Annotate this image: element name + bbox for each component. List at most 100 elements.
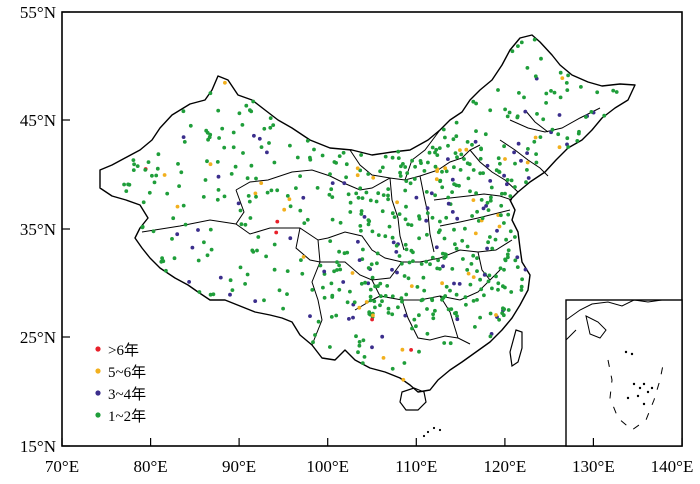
station-dot	[305, 217, 310, 222]
lon-tick-label: 130°E	[572, 457, 615, 476]
station-dot	[332, 269, 336, 274]
station-dot	[330, 217, 335, 222]
station-dot	[412, 317, 417, 322]
station-dot	[249, 109, 254, 114]
station-dot	[403, 188, 408, 193]
station-dot	[433, 308, 437, 313]
station-dot	[409, 284, 414, 288]
station-dot	[502, 173, 506, 178]
station-dot	[359, 153, 363, 157]
station-dot	[508, 229, 513, 234]
station-dot	[402, 274, 407, 278]
station-dot	[383, 294, 388, 298]
station-dot	[341, 150, 346, 155]
station-dot	[452, 165, 456, 170]
station-dot	[444, 215, 449, 220]
station-dot	[533, 74, 538, 79]
station-dot	[175, 232, 180, 237]
station-dot	[488, 108, 493, 113]
station-dot	[403, 313, 408, 318]
station-dot	[522, 95, 526, 100]
station-dot	[375, 261, 379, 266]
station-dot	[320, 153, 325, 158]
station-dot	[465, 268, 470, 272]
station-dot	[465, 140, 470, 144]
station-dot	[557, 145, 562, 150]
station-dot	[237, 111, 242, 116]
station-dot	[473, 139, 478, 144]
station-dot	[482, 293, 486, 298]
station-dot	[430, 215, 435, 220]
station-dot	[366, 172, 371, 176]
station-dot	[424, 190, 429, 194]
station-dot	[338, 220, 343, 225]
station-dot	[446, 201, 451, 206]
station-dot	[558, 70, 563, 75]
station-dot	[359, 212, 364, 216]
station-dot	[215, 160, 220, 164]
station-dot	[253, 191, 258, 196]
station-dot	[348, 200, 353, 205]
station-dot	[471, 253, 476, 258]
station-dot	[427, 150, 432, 155]
station-dot	[429, 191, 434, 196]
station-dot	[399, 296, 404, 301]
station-dot	[523, 109, 528, 114]
station-dot	[386, 193, 390, 198]
station-dot	[299, 258, 303, 262]
station-dot	[161, 259, 166, 264]
station-dot	[140, 224, 145, 229]
station-dot	[231, 145, 236, 150]
station-dot	[196, 228, 200, 232]
station-dot	[298, 208, 303, 213]
station-dot	[515, 255, 520, 260]
station-dot	[164, 268, 168, 273]
station-dot	[301, 255, 306, 259]
station-dot	[209, 247, 214, 252]
station-dot	[575, 139, 580, 143]
station-dot	[411, 259, 415, 263]
station-dot	[509, 178, 514, 183]
station-dot	[469, 262, 474, 266]
station-dot	[368, 294, 373, 299]
station-dot	[484, 204, 488, 208]
station-dot	[513, 161, 517, 166]
station-dot	[417, 217, 422, 221]
y-axis	[62, 11, 70, 447]
station-dot	[508, 194, 513, 199]
station-dot	[453, 242, 457, 247]
station-dot	[424, 259, 429, 264]
station-dot	[394, 250, 399, 254]
station-dot	[366, 281, 371, 286]
station-dot	[398, 170, 402, 175]
station-dot	[274, 230, 279, 235]
station-dot	[430, 255, 435, 260]
station-dot	[141, 200, 146, 205]
station-dot	[478, 277, 482, 282]
station-dot	[425, 206, 430, 211]
station-dot	[363, 280, 367, 285]
station-dot	[355, 173, 360, 178]
station-dot	[385, 284, 390, 288]
station-dot	[485, 246, 489, 251]
station-dot	[512, 150, 516, 155]
station-dot	[170, 237, 174, 241]
station-dot	[171, 216, 176, 221]
lon-tick-label: 140°E	[651, 457, 694, 476]
station-dot	[474, 101, 478, 106]
station-dot	[368, 298, 373, 303]
station-dot	[539, 56, 543, 61]
station-dot	[513, 185, 517, 189]
station-dot	[471, 99, 476, 104]
station-dot	[246, 194, 251, 198]
station-dot	[478, 171, 483, 176]
station-dot	[330, 181, 335, 186]
station-dot	[430, 298, 435, 303]
station-dot	[366, 266, 371, 270]
station-dot	[410, 158, 414, 163]
station-dot	[228, 278, 233, 283]
station-dot	[443, 135, 447, 140]
station-dot	[503, 257, 507, 262]
station-dot	[329, 315, 334, 319]
station-dot	[376, 284, 380, 289]
